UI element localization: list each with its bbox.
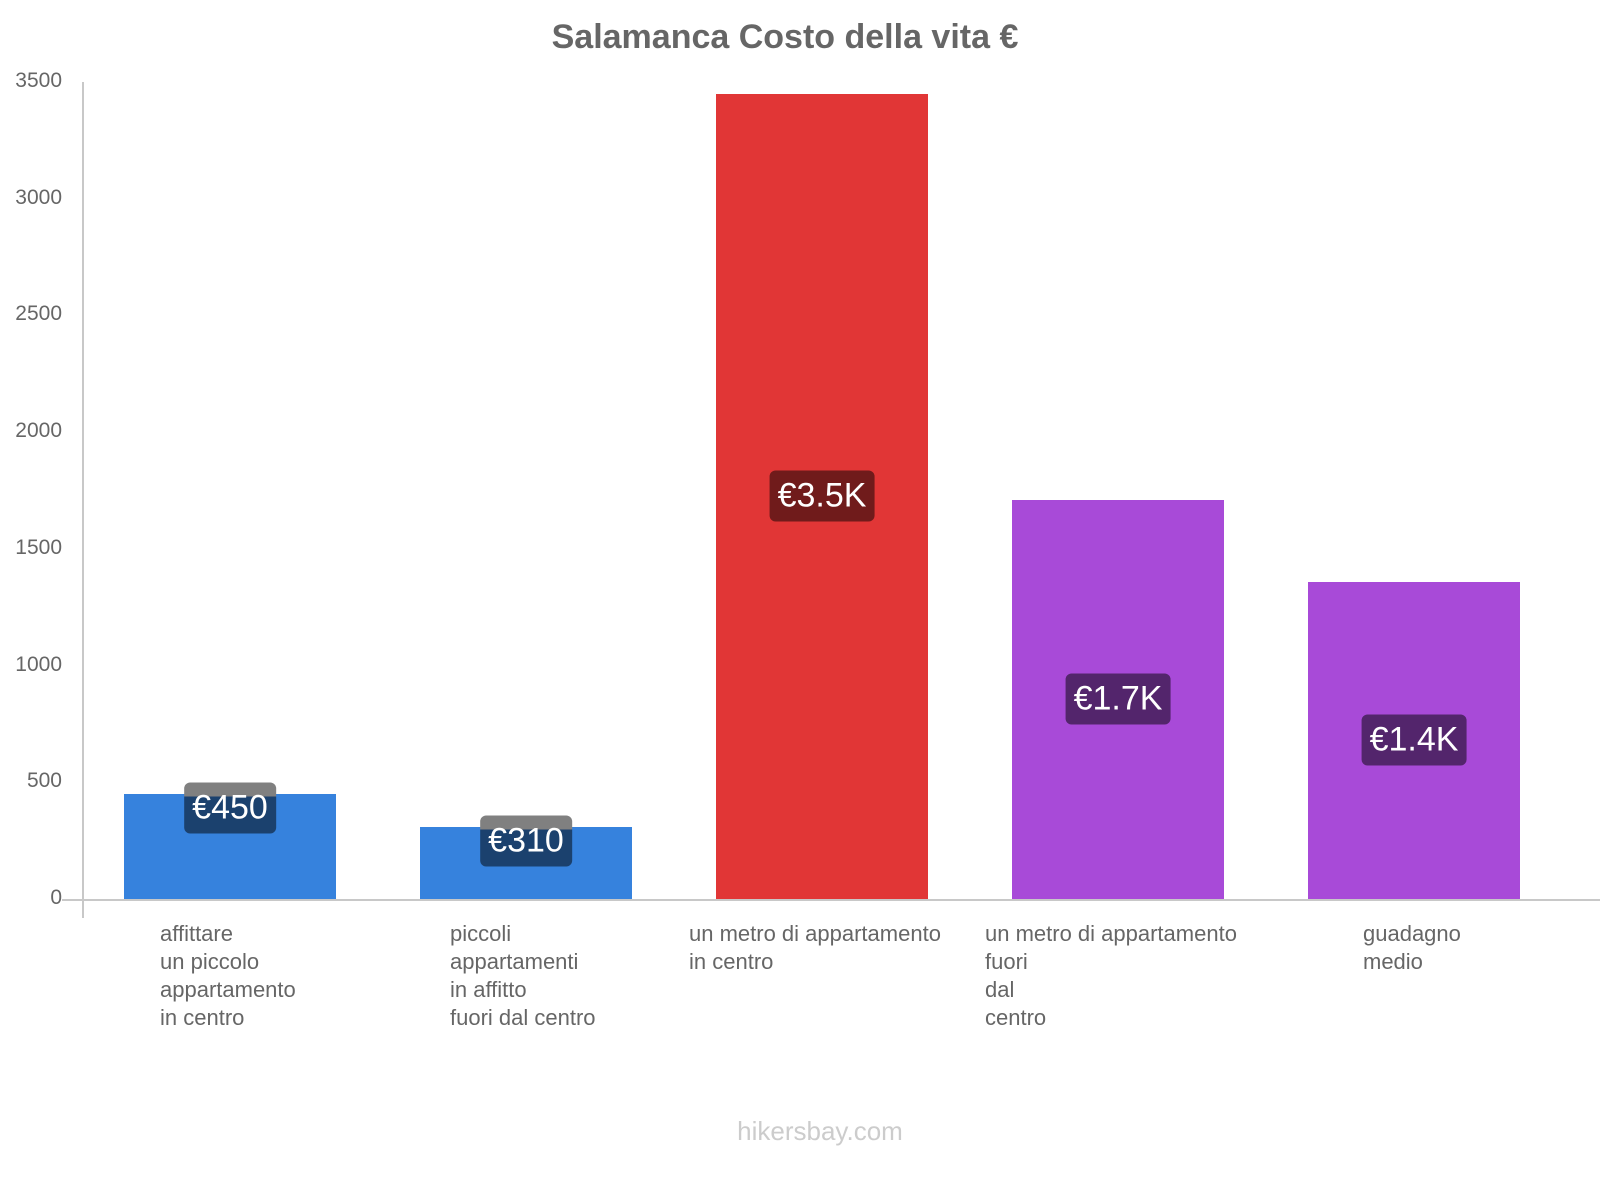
value-label: €1.7K bbox=[1065, 673, 1171, 725]
value-label: €450 bbox=[184, 782, 276, 834]
x-axis bbox=[62, 899, 1600, 901]
value-label: €310 bbox=[480, 815, 572, 867]
x-tick-label: piccoli appartamenti in affitto fuori da… bbox=[450, 921, 596, 1030]
y-tick-label: 0 bbox=[50, 886, 62, 909]
y-tick-label: 1000 bbox=[15, 652, 62, 676]
watermark: hikersbay.com bbox=[737, 1116, 903, 1146]
x-tick-label: un metro di appartamento in centro bbox=[689, 921, 941, 974]
value-label: €1.4K bbox=[1361, 714, 1467, 766]
y-tick-label: 2500 bbox=[15, 302, 62, 326]
y-tick-label: 3000 bbox=[15, 185, 62, 209]
y-tick-label: 2000 bbox=[15, 419, 62, 443]
x-tick-label: guadagno medio bbox=[1363, 921, 1461, 974]
y-tick-label: 3500 bbox=[15, 69, 62, 92]
y-axis bbox=[82, 82, 84, 918]
y-tick-label: 1500 bbox=[15, 535, 62, 559]
x-tick-label: un metro di appartamento fuori dal centr… bbox=[985, 921, 1237, 1030]
value-label: €3.5K bbox=[769, 470, 875, 522]
y-tick-label: 500 bbox=[26, 769, 62, 793]
chart-title: Salamanca Costo della vita € bbox=[551, 18, 1019, 56]
x-tick-label: affittare un piccolo appartamento in cen… bbox=[160, 921, 296, 1030]
